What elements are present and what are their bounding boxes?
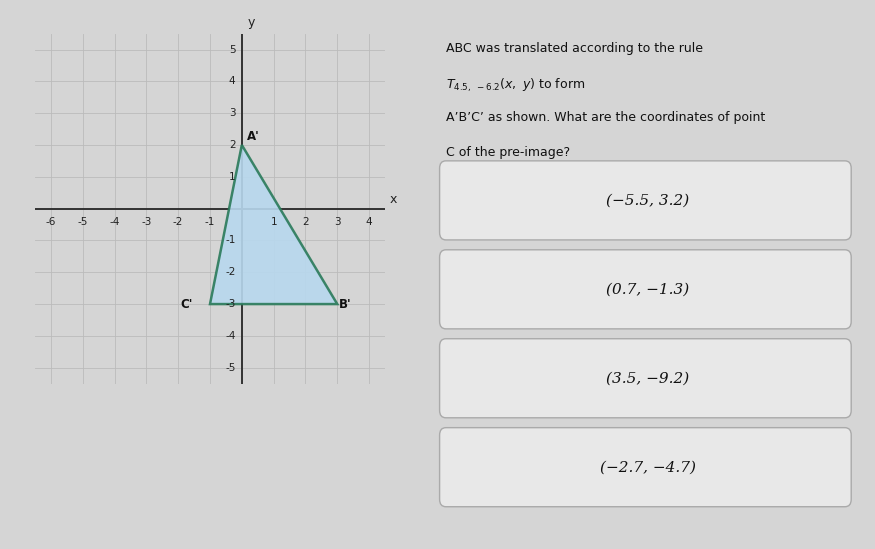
Text: -2: -2 — [173, 216, 184, 227]
Text: 2: 2 — [229, 140, 235, 150]
FancyBboxPatch shape — [439, 428, 851, 507]
Text: 3: 3 — [334, 216, 340, 227]
Text: ABC was translated according to the rule: ABC was translated according to the rule — [446, 42, 703, 55]
Text: -6: -6 — [46, 216, 56, 227]
Text: -3: -3 — [141, 216, 151, 227]
Text: C': C' — [180, 298, 192, 311]
Text: -1: -1 — [205, 216, 215, 227]
Text: -2: -2 — [225, 267, 235, 277]
Text: -1: -1 — [225, 236, 235, 245]
Text: B': B' — [339, 298, 352, 311]
Text: $T_{4.5,\ -6.2}$$(x,\ y)$ to form: $T_{4.5,\ -6.2}$$(x,\ y)$ to form — [446, 77, 585, 94]
Text: A': A' — [247, 131, 259, 143]
Text: 1: 1 — [270, 216, 277, 227]
Text: x: x — [389, 193, 397, 206]
FancyBboxPatch shape — [439, 161, 851, 240]
Text: -5: -5 — [78, 216, 88, 227]
Text: y: y — [248, 16, 255, 29]
Text: A’B’C’ as shown. What are the coordinates of point: A’B’C’ as shown. What are the coordinate… — [446, 111, 765, 125]
Text: 1: 1 — [229, 172, 235, 182]
Text: (3.5, −9.2): (3.5, −9.2) — [606, 371, 690, 385]
Text: 2: 2 — [302, 216, 309, 227]
Text: 4: 4 — [229, 76, 235, 86]
Text: -4: -4 — [109, 216, 120, 227]
Text: -4: -4 — [225, 331, 235, 341]
Text: (−5.5, 3.2): (−5.5, 3.2) — [606, 193, 690, 208]
FancyBboxPatch shape — [439, 250, 851, 329]
Text: 4: 4 — [366, 216, 373, 227]
Text: -3: -3 — [225, 299, 235, 309]
Text: C of the pre-image?: C of the pre-image? — [446, 146, 570, 159]
Text: (−2.7, −4.7): (−2.7, −4.7) — [599, 460, 696, 474]
FancyBboxPatch shape — [439, 339, 851, 418]
Text: (0.7, −1.3): (0.7, −1.3) — [606, 282, 690, 296]
Text: -5: -5 — [225, 363, 235, 373]
Text: 3: 3 — [229, 108, 235, 118]
Polygon shape — [210, 145, 337, 304]
Text: 5: 5 — [229, 44, 235, 54]
